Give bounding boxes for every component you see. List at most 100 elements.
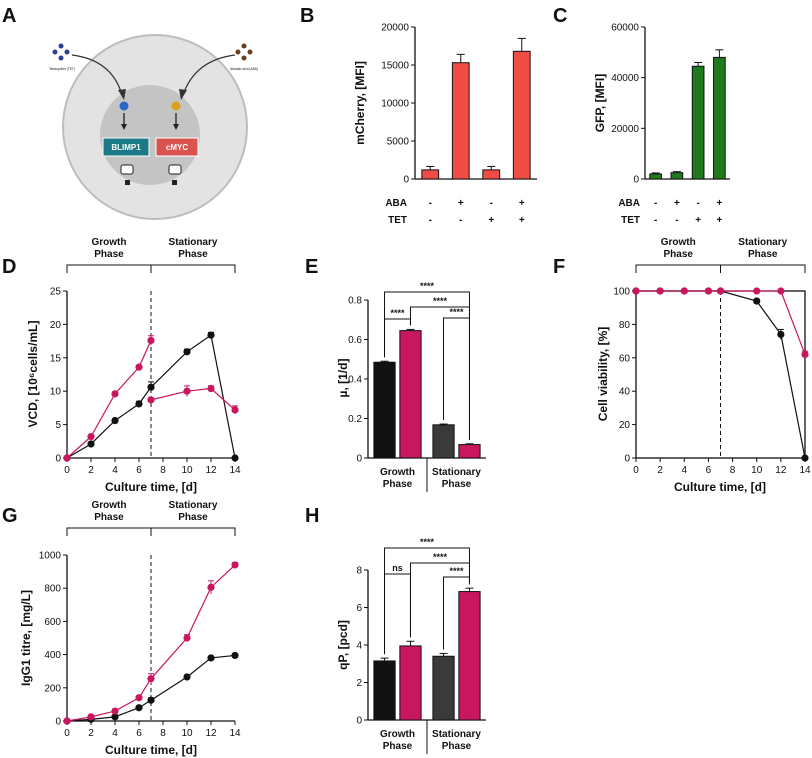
titre-data-point [111,707,119,715]
vcd-line-chart: VCD, [10⁶cells/mL] Culture time, [d] 0 5 1… [26,237,241,494]
viability-x-tick-label: 6 [706,465,712,476]
productivity-group-growth-2: Phase [383,741,413,752]
titre-x-tick-label: 8 [160,728,166,739]
gfp-bar-chart: GFP, [MFI] ABA TET 0 20000 40000 60000 - - + - -… [593,23,730,226]
titre-data-point [147,696,155,704]
gfp-y-tick-label: 40000 [611,73,639,84]
titre-data-point [63,717,71,725]
growth-rate-group-stationary-2: Phase [442,479,472,490]
viability-series-line-engineered [636,290,806,355]
titre-data-point [231,651,239,660]
titre-x-tick-label: 14 [229,728,241,739]
productivity-y-tick-label: 2 [356,678,362,689]
titre-x-label: Culture time, [d] [105,743,197,757]
vcd-x-tick-label: 4 [112,465,118,476]
mcherry-condition-mark: + [519,198,525,209]
panel-label-a: A [2,5,16,27]
productivity-significance-bracket [443,576,470,650]
viability-data-point [704,287,713,295]
growth-rate-bar-chart: µ, [1/d] 00.20.40.60.8GrowthPhaseStation… [336,281,486,492]
productivity-significance-label: **** [449,566,464,576]
gfp-condition-mark: + [695,215,701,226]
panel-label-d: D [2,256,16,278]
productivity-significance-label: **** [420,537,435,547]
panel-label-h: H [305,505,319,527]
titre-data-point [207,583,215,591]
vcd-y-tick-label: 20 [50,320,62,331]
panel-label-g: G [2,505,18,527]
gfp-condition-mark: - [696,198,699,209]
vcd-data-point [135,363,143,371]
vcd-y-label: VCD, [10⁶cells/mL] [26,321,40,428]
viability-data-point [753,287,761,295]
viability-data-point [777,287,785,295]
vcd-x-tick-label: 0 [64,465,70,476]
growth-rate-y-tick-label: 0.6 [348,335,362,346]
titre-data-point [183,673,191,681]
nucleus [100,85,200,185]
viability-x-tick-label: 10 [751,465,763,476]
viability-y-tick-label: 100 [613,287,630,298]
mcherry-condition-mark: - [429,215,432,226]
vcd-data-point [183,348,191,356]
titre-data-point [231,561,239,569]
mcherry-condition-mark: + [458,198,464,209]
vcd-data-point [207,331,215,339]
vcd-data-point [87,440,95,448]
cmyc-label: cMYC [166,143,188,152]
viability-x-tick-label: 2 [657,465,663,476]
viability-y-tick-label: 40 [619,387,631,398]
growth-rate-significance-label: **** [449,307,464,317]
vcd-y-tick-label: 10 [50,387,62,398]
vcd-x-tick-label: 14 [229,465,241,476]
vcd-data-point [231,454,239,462]
mcherry-y-label: mCherry, [MFI] [353,61,367,145]
titre-x-tick-label: 4 [112,728,118,739]
titre-stationary-label-1: Stationary [169,500,218,511]
productivity-bar [432,655,455,721]
titre-growth-label-1: Growth [92,500,127,511]
viability-x-tick-label: 0 [633,465,639,476]
mcherry-y-tick-label: 5000 [387,137,410,148]
productivity-significance-bracket [384,573,411,655]
mcherry-bar [451,62,470,180]
titre-data-point [183,634,191,642]
titre-x-tick-label: 12 [205,728,217,739]
titre-x-tick-label: 0 [64,728,70,739]
viability-data-point [716,287,725,295]
growth-rate-significance-label: **** [390,308,405,318]
titre-data-point [207,654,215,662]
productivity-significance-label: **** [433,552,448,562]
vcd-stationary-label-2: Phase [178,249,208,260]
panel-label-c: C [553,5,567,27]
titre-y-tick-label: 0 [55,717,61,728]
vcd-y-tick-label: 0 [55,454,61,465]
viability-y-tick-label: 80 [619,320,631,331]
inducer-left-label: Tetracycline (TET) [49,67,75,71]
vcd-x-tick-label: 2 [88,465,94,476]
productivity-bar [458,591,481,721]
vcd-data-point [63,454,71,462]
vcd-growth-label-1: Growth [92,237,127,248]
vcd-data-point [111,390,119,398]
vcd-series-line-control [66,334,236,459]
vcd-data-point [231,406,239,414]
mcherry-bar [512,50,531,180]
viability-data-point [801,454,809,462]
viability-y-label: Cell viability, [%] [596,327,610,421]
productivity-bar [373,660,396,721]
titre-x-tick-label: 10 [181,728,193,739]
panel-label-f: F [553,256,565,278]
viability-stationary-label-2: Phase [748,249,778,260]
mcherry-y-tick-label: 0 [403,175,409,186]
growth-rate-y-label: µ, [1/d] [336,359,350,398]
inducer-right-label: Abscisic acid (ABA) [230,67,258,71]
arrow-down-left-head [121,124,127,130]
viability-y-tick-label: 60 [619,353,631,364]
growth-rate-group-growth-1: Growth [380,467,415,478]
mcherry-bar [482,169,501,180]
productivity-significance-bracket [409,562,470,638]
vcd-stationary-label-1: Stationary [169,237,218,248]
titre-y-tick-label: 1000 [39,551,62,562]
cmyc-box [155,137,199,157]
